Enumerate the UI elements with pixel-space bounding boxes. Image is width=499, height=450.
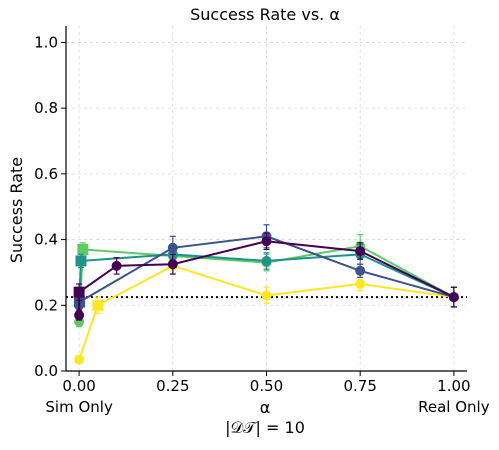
y-tick-label: 0.6 (34, 165, 58, 183)
data-point (74, 354, 85, 365)
y-tick-label: 0.0 (34, 362, 58, 380)
x-tick-sublabel: Sim Only (45, 398, 113, 416)
data-point (355, 278, 366, 289)
y-tick-label: 0.4 (34, 231, 58, 249)
series-line (78, 264, 455, 360)
tick-labels: 0.0 0.2 0.4 0.6 0.8 1.0 0.00 Sim Only 0.25 0.50 0.… (34, 33, 490, 416)
data-point (111, 260, 122, 271)
data-point (167, 242, 178, 253)
grid (66, 26, 467, 372)
series-group (73, 224, 459, 365)
data-point (74, 310, 85, 321)
data-point (261, 290, 272, 301)
data-point-square (73, 286, 85, 298)
data-point (355, 246, 366, 257)
x-tick-label: 0.25 (156, 377, 189, 395)
x-tick-label: 1.00 (437, 377, 470, 395)
x-axis-label: α (260, 398, 271, 417)
x-axis-sublabel: |𝒟𝒯| = 10 (225, 418, 305, 437)
data-point (261, 255, 272, 266)
y-tick-label: 1.0 (34, 33, 58, 51)
data-point-square (77, 243, 89, 255)
x-tick-label: 0.75 (343, 377, 376, 395)
x-tick-label: 0.50 (250, 377, 283, 395)
series-4 (73, 232, 459, 321)
data-point (355, 265, 366, 276)
y-axis-label: Success Rate (7, 157, 26, 263)
x-tick-label: 0.00 (62, 377, 95, 395)
x-tick-sublabel: Real Only (418, 398, 490, 416)
chart-title: Success Rate vs. α (190, 5, 340, 24)
data-point (261, 236, 272, 247)
y-tick-label: 0.2 (34, 296, 58, 314)
data-point (448, 292, 459, 303)
data-point-square (75, 255, 87, 267)
y-tick-label: 0.8 (34, 99, 58, 117)
axes (61, 26, 467, 376)
data-point-square (92, 299, 104, 311)
data-point (167, 259, 178, 270)
